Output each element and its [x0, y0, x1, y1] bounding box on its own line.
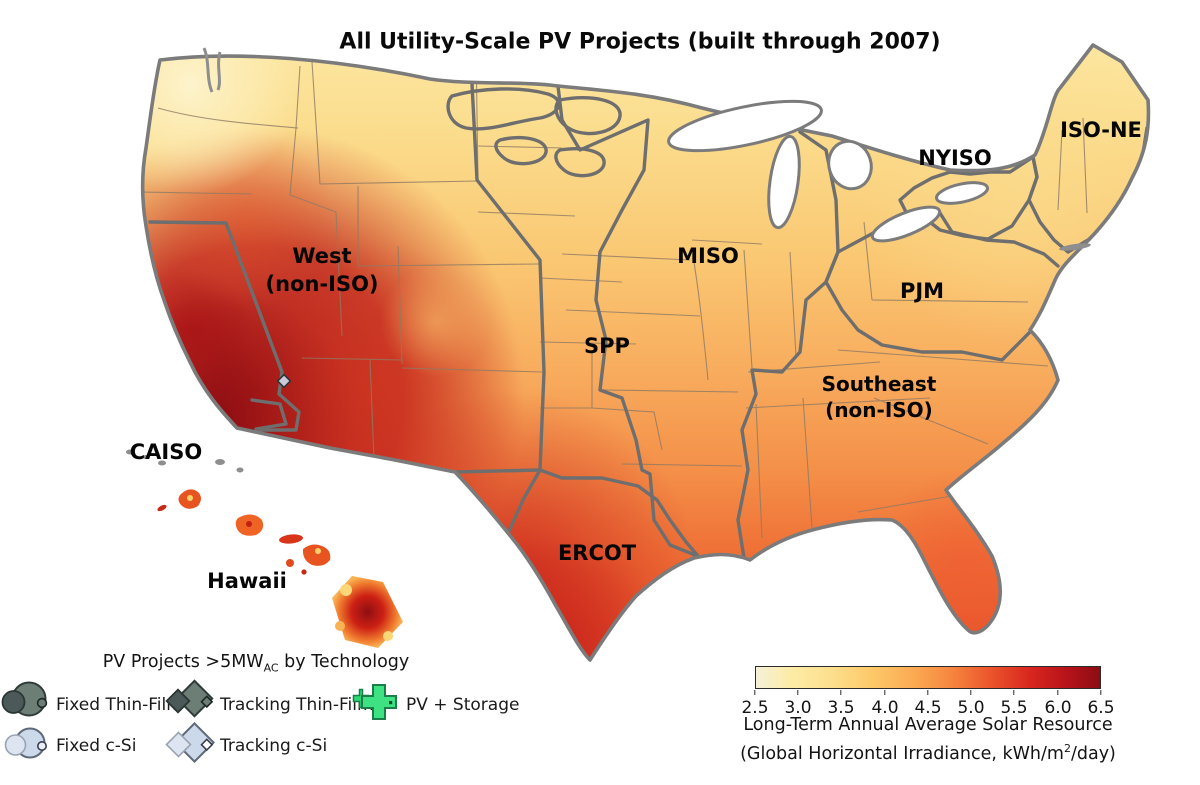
legend-label-tracking-thin-film: Tracking Thin-Film — [220, 695, 374, 715]
colorbar-tick-label: 4.0 — [871, 698, 899, 718]
colorbar-tick-label: 4.5 — [914, 698, 942, 718]
colorbar-tick-label: 2.5 — [741, 698, 769, 718]
colorbar-tick — [840, 690, 842, 695]
ghi-heat-field — [142, 45, 1149, 660]
colorbar-tick-label: 6.5 — [1087, 698, 1115, 718]
colorbar-caption-line1: Long-Term Annual Average Solar Resource — [743, 715, 1113, 735]
legend-label-fixed-thin-film: Fixed Thin-Film — [56, 695, 183, 715]
region-label-ercot: ERCOT — [557, 541, 637, 565]
colorbar-tick — [970, 690, 972, 695]
state-boundaries — [142, 45, 1088, 539]
region-label-southeast: Southeast (non-ISO) — [821, 372, 937, 422]
colorbar-tick-label: 5.5 — [1000, 698, 1028, 718]
colorbar-caption: Long-Term Annual Average Solar Resource … — [678, 713, 1178, 766]
fixed-thin-film-icon — [1, 681, 48, 717]
channel-islands — [126, 243, 1091, 473]
fixed-csi-icon — [4, 727, 47, 759]
colorbar-tick-label: 3.0 — [784, 698, 812, 718]
colorbar-caption-line2: (Global Horizontal Irradiance, kWh/m2/da… — [740, 742, 1116, 764]
colorbar-tick-label: 3.5 — [827, 698, 855, 718]
page-title: All Utility-Scale PV Projects (built thr… — [339, 29, 941, 55]
region-label-nyiso: NYISO — [918, 146, 992, 170]
pv-project-marker — [276, 373, 292, 389]
region-label-miso: MISO — [677, 244, 739, 268]
colorbar-tick — [754, 690, 756, 695]
region-label-isone: ISO-NE — [1060, 118, 1142, 142]
us-coastline — [140, 43, 1151, 662]
legend-label-fixed-csi: Fixed c-Si — [56, 736, 137, 756]
hawaii-islands — [157, 489, 403, 648]
region-label-pjm: PJM — [899, 279, 945, 303]
colorbar-tick — [884, 690, 886, 695]
colorbar — [755, 666, 1101, 689]
tracking-thin-film-icon — [165, 679, 214, 718]
puget-sound — [202, 47, 222, 93]
legend-title: PV Projects >5MWAC by Technology — [102, 651, 410, 675]
legend-label-tracking-csi: Tracking c-Si — [220, 736, 328, 756]
colorbar-tick — [1013, 690, 1015, 695]
region-label-west: West (non-ISO) — [265, 244, 379, 296]
colorbar-tick — [797, 690, 799, 695]
colorbar-tick-label: 5.0 — [957, 698, 985, 718]
region-label-hawaii: Hawaii — [207, 569, 287, 593]
colorbar-tick-label: 6.0 — [1044, 698, 1072, 718]
great-lakes — [667, 99, 990, 243]
colorbar-tick — [927, 690, 929, 695]
pv-storage-icon — [352, 684, 397, 720]
colorbar-tick — [1100, 690, 1102, 695]
legend-label-pv-storage: PV + Storage — [406, 695, 520, 715]
colorbar-tick — [1057, 690, 1059, 695]
region-label-caiso: CAISO — [129, 440, 203, 464]
tracking-csi-icon — [165, 721, 216, 764]
region-label-spp: SPP — [584, 334, 630, 358]
